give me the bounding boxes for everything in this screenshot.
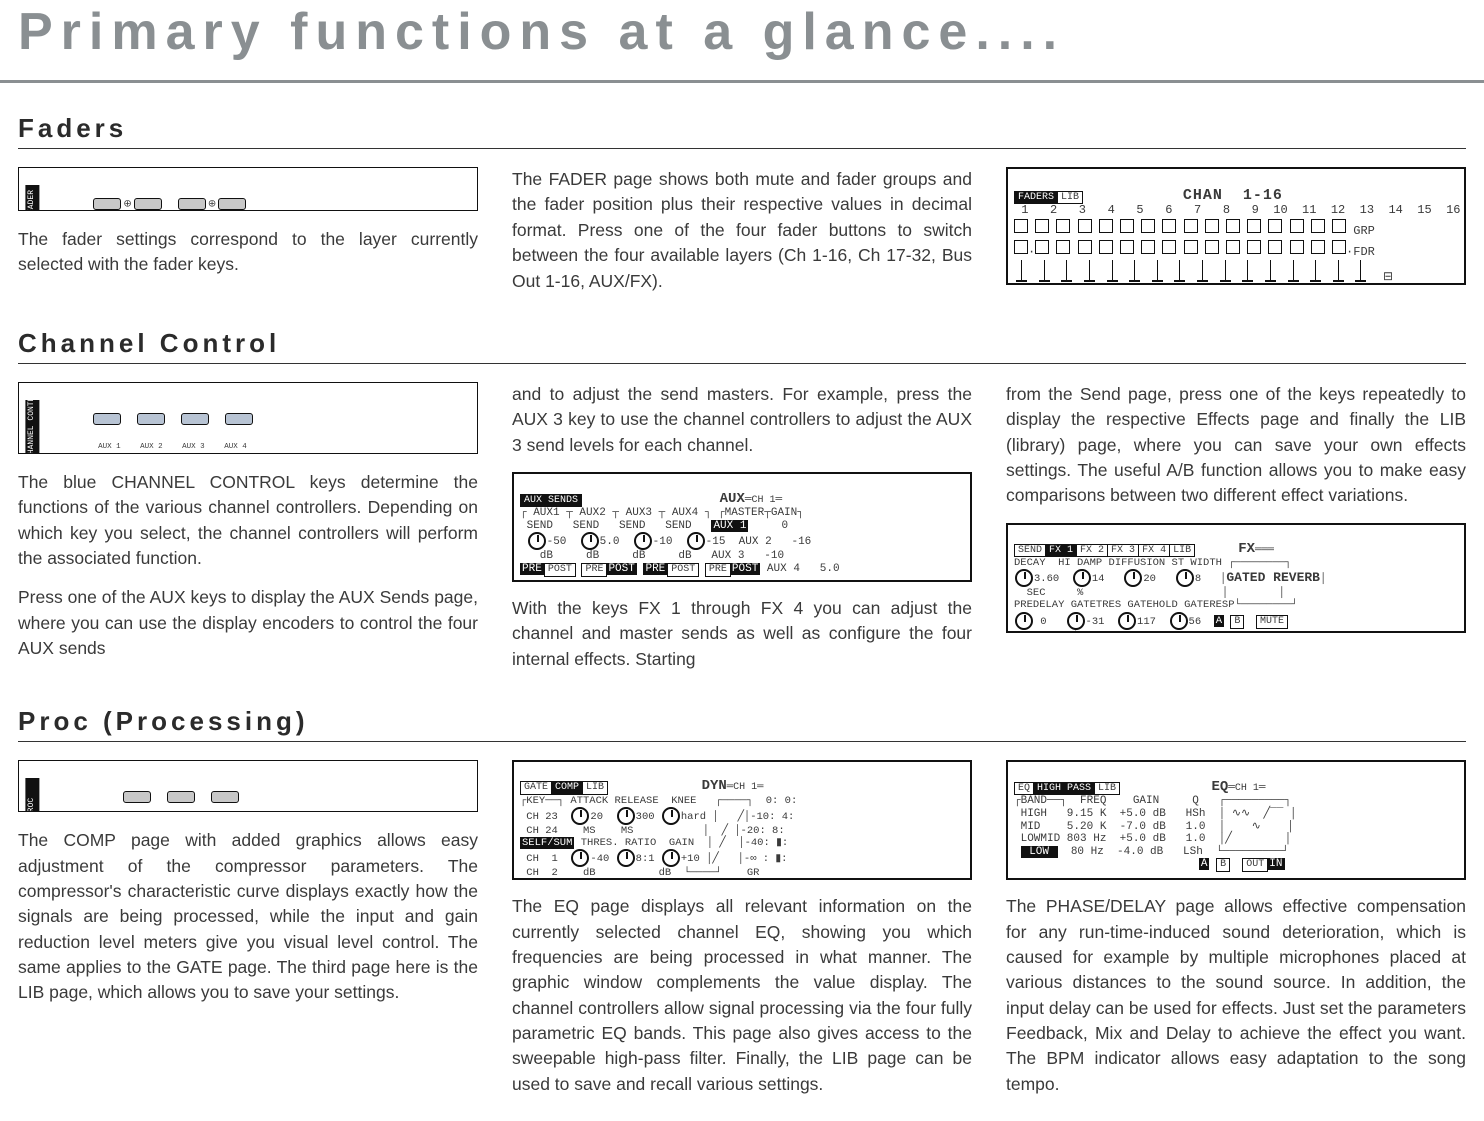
proc-text-right: The PHASE/DELAY page allows effective co…	[1006, 894, 1466, 1097]
fx-screen: SENDFX 1FX 2FX 3FX 4LIB FX═══ DECAY HI D…	[1006, 523, 1466, 633]
faders-text-left: The fader settings correspond to the lay…	[18, 227, 478, 278]
channel-panel-diagram: CHANNEL CONTROL AUX 1 AUX 2 AUX 3 AUX 4 …	[18, 382, 478, 454]
channel-text-right: from the Send page, press one of the key…	[1006, 382, 1466, 509]
fader-sliders: ⊟	[1014, 270, 1393, 284]
proc-text-mid: The EQ page displays all relevant inform…	[512, 894, 972, 1097]
proc-heading: Proc (Processing)	[18, 706, 1466, 742]
section-channel-control: Channel Control CHANNEL CONTROL AUX 1 AU…	[0, 318, 1484, 696]
channel-numbers: 1 2 3 4 5 6 7 8 9 10 11 12 13 14 15 16 M…	[1014, 203, 1466, 217]
channel-text-left-1: The blue CHANNEL CONTROL keys determine …	[18, 470, 478, 572]
page-title: Primary functions at a glance....	[0, 0, 1484, 83]
channel-text-left-2: Press one of the AUX keys to display the…	[18, 585, 478, 661]
channel-text-mid-2: With the keys FX 1 through FX 4 you can …	[512, 596, 972, 672]
channel-text-mid-1: and to adjust the send masters. For exam…	[512, 382, 972, 458]
channel-heading: Channel Control	[18, 328, 1466, 364]
proc-panel-diagram: PROC GATE COMP ROUTING ⊕ EQ PHASE/DELAY	[18, 760, 478, 812]
grp-row: GRP	[1014, 224, 1375, 238]
aux-sends-screen: AUX SENDS AUX═CH 1═ ┌ AUX1 ┬ AUX2 ┬ AUX3…	[512, 472, 972, 582]
fader-panel-diagram: FADER ⊕ ⊕ CH 1-16CH 17-32 BUS OUT 1-16AU…	[18, 167, 478, 211]
dyn-screen: GATECOMPLIB DYN═CH 1═ ┌KEY──┐ ATTACK REL…	[512, 760, 972, 880]
section-proc: Proc (Processing) PROC GATE COMP ROUTING…	[0, 696, 1484, 1121]
faders-text-mid: The FADER page shows both mute and fader…	[512, 167, 972, 294]
proc-panel-label: PROC	[25, 778, 39, 812]
faders-screen: FADERSLIB CHAN 1-16 1 2 3 4 5 6 7 8 9 10…	[1006, 167, 1466, 285]
faders-heading: Faders	[18, 113, 1466, 149]
section-faders: Faders FADER ⊕ ⊕ CH 1-16CH 17-32 BUS OUT…	[0, 83, 1484, 318]
channel-panel-label: CHANNEL CONTROL	[25, 400, 39, 454]
eq-screen: EQHIGH PASSLIB EQ═CH 1═ ┌BAND──┐ FREQ GA…	[1006, 760, 1466, 880]
fdr-row: · ·FDR	[1014, 245, 1375, 259]
fader-panel-label: FADER	[25, 185, 39, 211]
proc-text-left: The COMP page with added graphics allows…	[18, 828, 478, 1006]
